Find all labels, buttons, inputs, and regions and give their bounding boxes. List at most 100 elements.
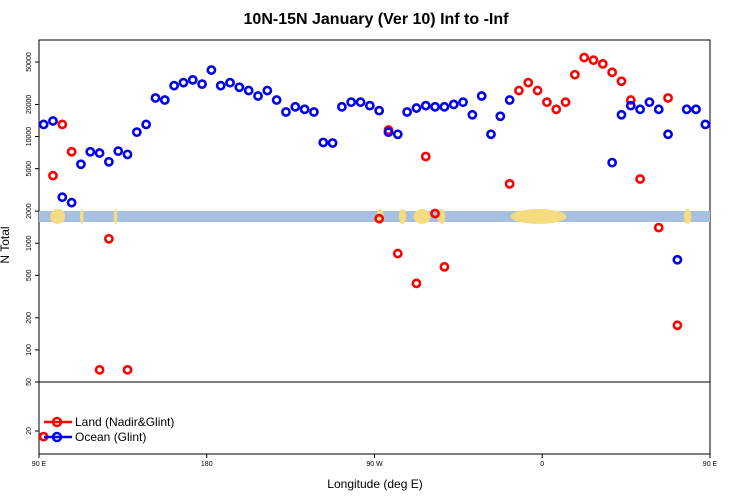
data-point bbox=[281, 107, 291, 117]
data-point bbox=[495, 111, 506, 122]
data-point bbox=[551, 104, 562, 115]
data-point bbox=[290, 101, 301, 112]
legend-ocean-label: Ocean (Glint) bbox=[75, 430, 146, 444]
y-tick-label: 2000 bbox=[26, 203, 33, 219]
y-tick-label: 20 bbox=[26, 427, 33, 435]
data-point bbox=[94, 364, 105, 375]
data-point bbox=[103, 233, 114, 244]
data-point bbox=[327, 138, 338, 148]
series-ocean bbox=[38, 65, 711, 265]
data-point bbox=[48, 116, 58, 126]
data-point bbox=[420, 100, 431, 111]
data-point bbox=[467, 109, 478, 120]
data-point bbox=[392, 248, 403, 259]
data-point bbox=[318, 137, 329, 148]
data-point bbox=[66, 197, 77, 208]
data-point bbox=[625, 100, 636, 111]
data-point bbox=[178, 77, 189, 88]
data-point bbox=[663, 129, 673, 140]
x-tick-label: 90 W bbox=[366, 461, 383, 468]
data-point bbox=[411, 278, 422, 289]
series-land bbox=[38, 52, 683, 442]
data-point bbox=[607, 157, 618, 168]
y-tick-label: 100 bbox=[26, 344, 33, 356]
data-point bbox=[383, 127, 394, 138]
y-tick-label: 50 bbox=[26, 378, 33, 386]
land-patch bbox=[413, 209, 431, 224]
data-point bbox=[430, 101, 440, 112]
data-point bbox=[364, 100, 375, 111]
data-point bbox=[672, 320, 683, 331]
y-tick-label: 50000 bbox=[26, 52, 33, 72]
plot-frame bbox=[38, 39, 711, 455]
data-point bbox=[681, 104, 692, 115]
data-point bbox=[85, 146, 96, 157]
data-point bbox=[653, 222, 664, 233]
data-point bbox=[597, 58, 608, 69]
x-tick-label: 0 bbox=[540, 461, 544, 468]
data-point bbox=[439, 101, 450, 112]
data-point bbox=[131, 127, 142, 138]
data-point bbox=[644, 97, 655, 108]
data-point bbox=[653, 104, 664, 115]
data-point bbox=[616, 76, 627, 87]
data-point bbox=[663, 93, 673, 103]
land-patch bbox=[50, 209, 66, 224]
land-patch bbox=[113, 209, 118, 224]
data-point bbox=[76, 159, 86, 170]
data-point bbox=[271, 95, 282, 105]
y-axis-lower: 20 bbox=[26, 427, 39, 435]
data-point bbox=[411, 103, 422, 113]
data-point bbox=[579, 52, 590, 63]
data-point bbox=[94, 148, 105, 158]
data-point bbox=[169, 80, 180, 91]
land-patch bbox=[80, 209, 84, 224]
data-point bbox=[504, 178, 515, 189]
data-point bbox=[420, 151, 431, 162]
data-point bbox=[57, 192, 68, 203]
data-point bbox=[215, 80, 226, 91]
data-point bbox=[448, 99, 459, 110]
data-point bbox=[607, 67, 618, 78]
data-point bbox=[374, 105, 385, 116]
data-point bbox=[206, 65, 217, 75]
data-point bbox=[253, 91, 263, 101]
data-point bbox=[523, 77, 534, 88]
data-point bbox=[103, 156, 114, 167]
legend: Land (Nadir&Glint) Ocean (Glint) bbox=[44, 415, 174, 444]
land-patch bbox=[398, 209, 407, 224]
data-point bbox=[616, 109, 627, 120]
y-tick-label: 500 bbox=[26, 269, 33, 281]
data-point bbox=[57, 119, 68, 130]
x-axis-label: Longitude (deg E) bbox=[327, 477, 422, 491]
data-point bbox=[309, 107, 319, 117]
data-point bbox=[336, 101, 347, 112]
y-tick-label: 20000 bbox=[26, 95, 33, 115]
data-point bbox=[635, 174, 646, 184]
data-point bbox=[700, 119, 711, 130]
data-point bbox=[542, 97, 552, 108]
x-tick-label: 90 E bbox=[703, 461, 718, 468]
data-point bbox=[569, 69, 580, 80]
data-point bbox=[346, 97, 357, 108]
data-point bbox=[187, 74, 198, 85]
data-point bbox=[486, 129, 496, 140]
data-point bbox=[159, 95, 170, 105]
data-point bbox=[402, 107, 413, 117]
data-point bbox=[197, 79, 207, 90]
data-point bbox=[113, 146, 124, 157]
data-point bbox=[38, 119, 49, 130]
y-tick-label: 1000 bbox=[26, 235, 33, 251]
data-point bbox=[150, 93, 161, 103]
y-tick-label: 10000 bbox=[26, 127, 33, 147]
data-point bbox=[48, 170, 58, 181]
x-tick-label: 90 E bbox=[32, 461, 47, 468]
land-patch bbox=[683, 209, 692, 224]
data-point bbox=[514, 85, 524, 96]
land-patch bbox=[510, 209, 567, 224]
data-point bbox=[560, 97, 571, 108]
data-point bbox=[374, 213, 385, 224]
data-point bbox=[262, 85, 273, 96]
land-ocean-strip bbox=[39, 209, 710, 224]
